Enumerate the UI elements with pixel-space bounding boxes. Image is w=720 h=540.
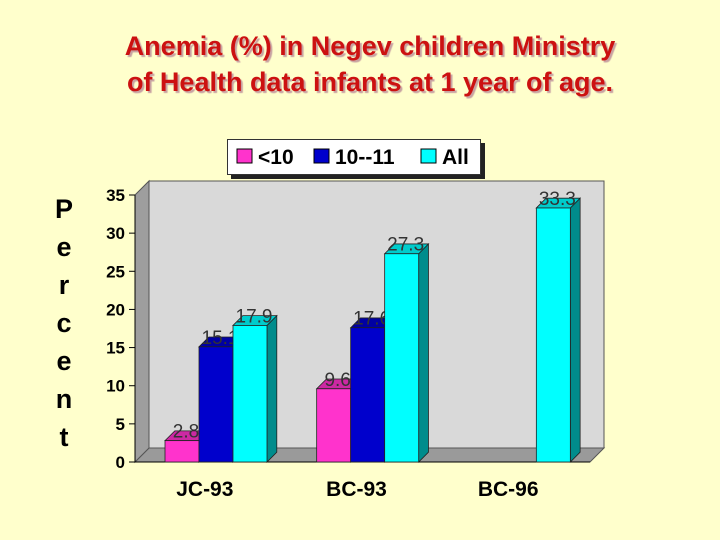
bar-front	[384, 253, 420, 463]
y-axis-label-letter: P	[54, 194, 73, 224]
chart-title-line-2: of Health data infants at 1 year of age.	[126, 67, 614, 97]
chart-side-wall	[134, 179, 150, 464]
bar	[383, 242, 430, 463]
bar-front	[164, 440, 200, 463]
y-axis-label-letter: n	[55, 384, 73, 414]
y-tick-label: 15	[106, 339, 125, 358]
bar-side	[418, 242, 429, 463]
legend-item: <10	[236, 146, 294, 169]
y-tick-label: 35	[106, 186, 125, 205]
legend-item: All	[420, 146, 469, 169]
bar-front	[535, 207, 571, 463]
y-axis-label-letter: r	[58, 270, 70, 300]
data-label: 17.6	[353, 309, 390, 330]
legend-label: <10	[258, 146, 294, 169]
data-label: 27.3	[387, 235, 424, 256]
bar-front	[198, 346, 234, 463]
bar	[232, 314, 278, 463]
y-tick-label: 25	[106, 262, 125, 281]
bar-front	[350, 327, 386, 463]
data-label: 17.9	[236, 306, 273, 327]
y-tick-label: 20	[106, 300, 125, 319]
legend-swatch	[420, 148, 437, 164]
data-label: 15.1	[202, 328, 239, 349]
data-label: 9.6	[324, 370, 350, 391]
y-axis-label-letter: e	[56, 232, 72, 262]
y-axis-label-letter: e	[56, 346, 72, 376]
bar-front	[316, 388, 352, 463]
chart-title: Anemia (%) in Negev children Ministry of…	[40, 28, 700, 100]
x-tick-label: BC-93	[326, 478, 387, 501]
legend-label: All	[442, 146, 469, 169]
data-label: 2.8	[173, 422, 199, 443]
data-label: 33.3	[539, 189, 576, 210]
legend-label: 10--11	[335, 146, 395, 169]
legend-swatch	[236, 148, 253, 164]
bar-side	[266, 314, 278, 463]
chart-title-line-1: Anemia (%) in Negev children Ministry	[124, 31, 616, 61]
y-tick-label: 0	[116, 453, 125, 472]
y-axis-label-letter: c	[56, 308, 72, 338]
legend-swatch	[313, 148, 330, 164]
bar-side	[569, 197, 581, 463]
x-tick-label: BC-96	[478, 478, 539, 501]
y-tick-label: 5	[116, 415, 125, 434]
x-tick-label: JC-93	[176, 478, 233, 501]
legend-item: 10--11	[313, 146, 395, 169]
y-tick-label: 10	[106, 377, 125, 396]
bar-front	[232, 325, 268, 463]
y-axis-label-letter: t	[59, 422, 69, 452]
bar	[535, 197, 582, 463]
y-tick-label: 30	[106, 224, 125, 243]
legend-box	[227, 139, 481, 175]
